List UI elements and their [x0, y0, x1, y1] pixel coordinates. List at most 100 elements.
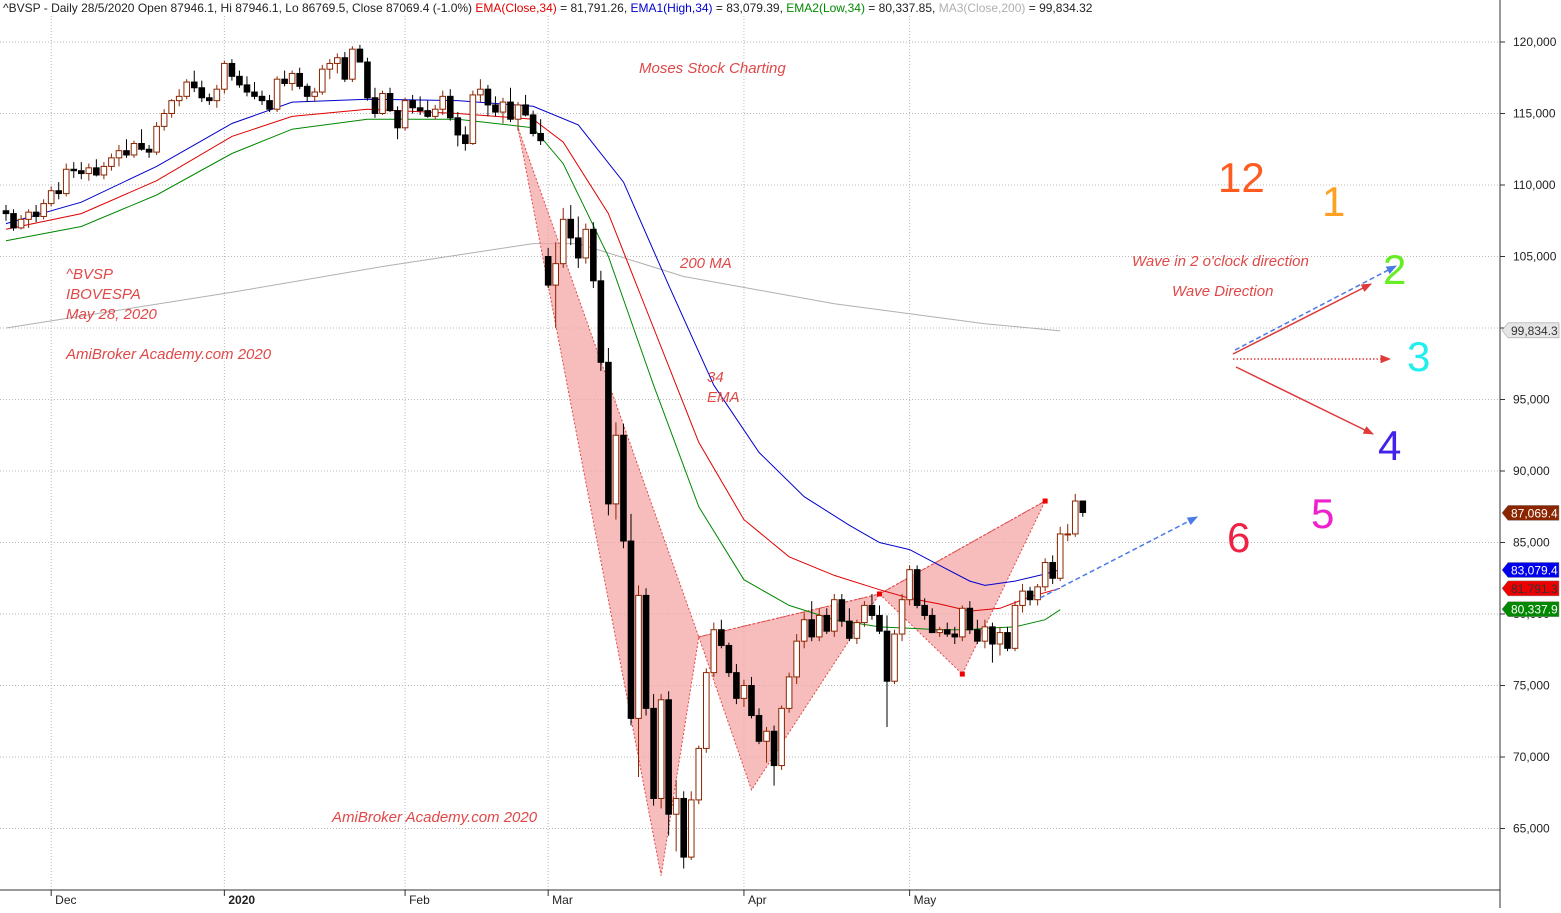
candle — [93, 159, 100, 177]
candle — [47, 186, 55, 207]
ema34-annotation-number: 34 — [707, 369, 724, 386]
candle — [1011, 601, 1019, 652]
candle-body — [258, 95, 266, 102]
candle — [740, 679, 748, 707]
candle-body — [559, 218, 567, 265]
candle — [334, 53, 341, 74]
candle — [913, 565, 921, 609]
value-tag-bg — [1501, 601, 1560, 617]
projection-arrow — [1039, 516, 1198, 599]
candle — [680, 791, 688, 869]
x-tick-label: Feb — [409, 893, 430, 907]
candle — [574, 216, 582, 268]
candle — [620, 423, 627, 549]
candle — [1071, 493, 1079, 537]
candle-body — [891, 633, 898, 682]
ma200-layer — [5, 243, 1061, 332]
value-tag-bg — [1501, 322, 1560, 339]
candle-body — [635, 594, 642, 719]
chart-header: ^BVSP - Daily 28/5/2020 Open 87946.1, Hi… — [3, 0, 1092, 16]
candle-body — [657, 699, 665, 799]
date-annotation: May 28, 2020 — [66, 306, 158, 323]
candle — [55, 182, 63, 200]
clock-number-2: 2 — [1383, 246, 1406, 293]
candle-body — [469, 94, 477, 145]
candle-body — [800, 619, 808, 642]
candle — [642, 588, 650, 716]
candle-body — [296, 72, 303, 87]
clock-number-4: 4 — [1378, 422, 1401, 469]
candle-body — [552, 263, 559, 286]
y-tick-label: 90,000 — [1513, 464, 1550, 478]
pattern-triangle-def — [878, 499, 1047, 675]
candle — [296, 67, 303, 90]
candle-body — [2, 210, 10, 215]
candle-body — [725, 644, 733, 674]
candle-body — [687, 799, 695, 858]
candle — [462, 126, 469, 151]
candle — [891, 629, 898, 685]
candle-body — [1064, 533, 1072, 536]
candle — [605, 348, 612, 516]
candle-body — [288, 72, 296, 84]
candle — [559, 207, 567, 268]
candle-body — [93, 167, 100, 176]
watermark-bottom: AmiBroker Academy.com 2020 — [331, 809, 538, 826]
candle-body — [499, 101, 507, 113]
candle — [236, 70, 243, 88]
header-ma3-label: MA3(Close,200) — [938, 1, 1026, 15]
candle — [123, 139, 130, 158]
candle — [228, 59, 236, 81]
candle-body — [808, 619, 816, 638]
candle — [100, 162, 108, 180]
candle — [1019, 583, 1026, 613]
candle-body — [770, 730, 778, 767]
candle — [831, 593, 838, 637]
clock-face: 12 1 2 3 4 5 6 — [1218, 154, 1430, 561]
candle — [303, 83, 311, 103]
candle — [492, 96, 499, 117]
candle — [778, 705, 785, 770]
candle-body — [409, 100, 416, 109]
candle-body — [755, 715, 763, 742]
candle-body — [537, 133, 544, 142]
candle-body — [386, 92, 394, 112]
candle — [635, 585, 642, 778]
y-tick-label: 115,000 — [1513, 107, 1556, 121]
candle — [748, 676, 755, 719]
candle-body — [236, 75, 243, 86]
pattern-pivot-marker — [959, 671, 965, 677]
candle — [838, 593, 846, 627]
candle — [108, 153, 115, 171]
candle-body — [424, 110, 431, 117]
candle-body — [1049, 562, 1056, 579]
candle-body — [160, 113, 168, 127]
candle — [153, 122, 160, 155]
value-tag-text: 81,791.3 — [1511, 582, 1558, 596]
value-tag: 83,079.4 — [1501, 562, 1560, 578]
candle — [876, 605, 883, 635]
candle — [800, 612, 808, 649]
candle — [349, 46, 356, 83]
candle-body — [228, 62, 236, 77]
ticker-annotation: ^BVSP — [66, 266, 113, 283]
candle-body — [590, 228, 597, 282]
candle — [175, 89, 183, 107]
candle — [138, 129, 145, 151]
candle-body — [853, 622, 861, 639]
candle-body — [25, 211, 32, 220]
candle — [702, 668, 710, 753]
candle — [996, 626, 1004, 656]
candle-body — [401, 100, 409, 129]
value-tag-bg — [1501, 562, 1560, 578]
candle-body — [620, 434, 627, 542]
candle-body — [981, 626, 989, 642]
clock-number-3: 3 — [1407, 333, 1430, 380]
clock-number-12: 12 — [1218, 154, 1265, 201]
candle-body — [544, 256, 552, 286]
candle-body — [251, 91, 258, 97]
annotations-layer: Moses Stock Charting ^BVSP IBOVESPA May … — [65, 60, 1309, 826]
candle-body — [190, 81, 198, 89]
candle — [815, 608, 823, 642]
